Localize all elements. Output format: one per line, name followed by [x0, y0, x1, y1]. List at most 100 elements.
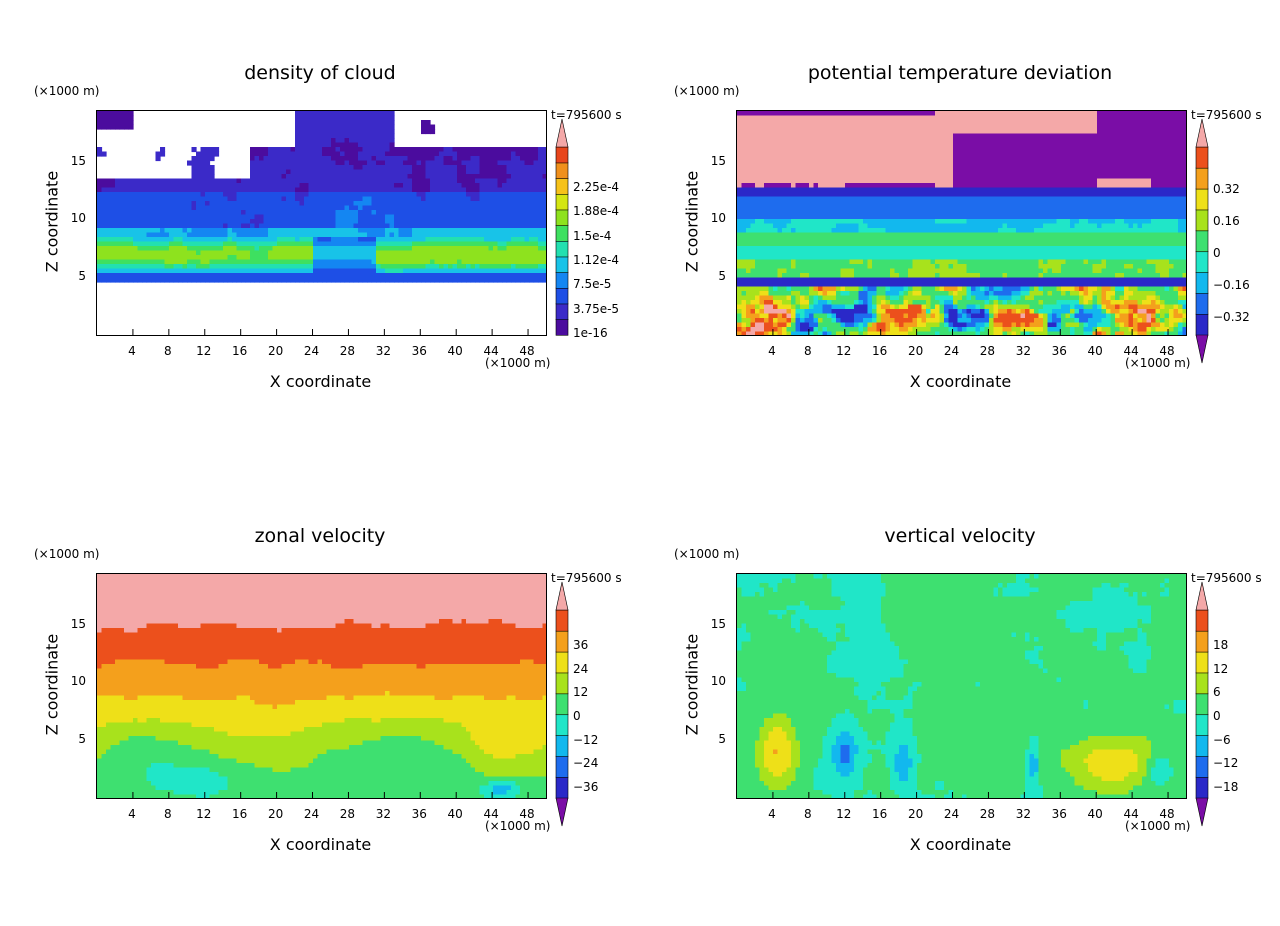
chart-title: zonal velocity [254, 525, 386, 547]
colorbar-tick-label: 1.88e-4 [573, 204, 620, 219]
plot-area [736, 110, 1187, 336]
colorbar-tick-label: 1e-16 [573, 326, 608, 340]
colorbar-tick-label: 24 [573, 661, 589, 676]
y-tick-label: 5 [78, 731, 86, 746]
x-tick-label: 28 [979, 344, 996, 358]
colorbar-tick-label: 0.16 [1213, 214, 1240, 228]
colorbar-tick-label: −6 [1213, 732, 1231, 747]
y-tick-label: 5 [718, 268, 726, 283]
chart-title: vertical velocity [884, 525, 1036, 547]
colorbar-tick-label: 0 [573, 709, 581, 723]
colorbar [1195, 118, 1209, 364]
x-tick-label: 12 [836, 344, 852, 358]
y-tick-label: 5 [78, 268, 86, 283]
colorbar [1195, 581, 1209, 827]
colorbar-tick-label: 3.75e-5 [573, 301, 620, 316]
heatmap-field [97, 111, 546, 335]
plot-area [96, 573, 547, 799]
x-tick-label: 4 [768, 807, 776, 821]
y-tick-label: 10 [710, 211, 726, 226]
x-tick-label: 44 [483, 344, 499, 358]
x-axis-label: X coordinate [909, 835, 1012, 854]
x-tick-label: 12 [196, 344, 212, 358]
x-tick-label: 12 [836, 807, 852, 821]
x-tick-label: 16 [872, 344, 888, 358]
colorbar [555, 118, 569, 336]
heatmap-field [737, 111, 1186, 335]
x-tick-label: 40 [1087, 807, 1103, 821]
x-tick-label: 48 [519, 344, 535, 358]
y-axis-label: Z coordinate [682, 633, 702, 736]
x-tick-label: 44 [483, 807, 499, 821]
colorbar-tick-label: −12 [573, 732, 599, 747]
time-label: t=795600 s [551, 571, 622, 585]
heatmap-field [97, 574, 546, 798]
colorbar-tick-label: 0 [1213, 246, 1221, 260]
x-tick-label: 20 [907, 344, 924, 358]
x-tick-label: 48 [1159, 807, 1175, 821]
y-tick-label: 5 [718, 731, 726, 746]
y-tick-label: 15 [710, 153, 726, 168]
time-label: t=795600 s [1191, 571, 1262, 585]
y-axis-label: Z coordinate [682, 170, 702, 273]
colorbar-tick-label: −0.32 [1213, 310, 1250, 324]
plot-area [96, 110, 547, 336]
x-tick-label: 20 [907, 807, 924, 821]
x-tick-label: 44 [1123, 807, 1139, 821]
colorbar-tick-label: 7.5e-5 [573, 277, 612, 292]
x-tick-label: 36 [1051, 807, 1067, 821]
chart-title: potential temperature deviation [807, 62, 1113, 84]
colorbar-tick-label: 0 [1213, 709, 1221, 723]
x-tick-label: 20 [267, 344, 284, 358]
y-tick-label: 15 [710, 616, 726, 631]
x-tick-label: 12 [196, 807, 212, 821]
y-tick-label: 15 [70, 153, 86, 168]
colorbar-tick-label: −12 [1213, 756, 1239, 771]
colorbar-tick-label: −0.16 [1213, 278, 1250, 292]
y-tick-label: 10 [710, 674, 726, 689]
x-tick-label: 8 [804, 807, 812, 821]
colorbar [555, 581, 569, 827]
x-tick-label: 28 [979, 807, 996, 821]
x-tick-label: 24 [303, 344, 320, 358]
y-unit-label: (×1000 m) [674, 84, 740, 98]
y-unit-label: (×1000 m) [674, 547, 740, 561]
x-tick-label: 16 [232, 807, 248, 821]
colorbar-tick-label: −36 [573, 780, 599, 794]
x-tick-label: 32 [1015, 344, 1031, 358]
x-tick-label: 44 [1123, 344, 1139, 358]
x-tick-label: 36 [411, 807, 427, 821]
heatmap-field [737, 574, 1186, 798]
x-axis-label: X coordinate [269, 835, 372, 854]
colorbar-tick-label: 12 [1213, 661, 1229, 676]
x-tick-label: 16 [872, 807, 888, 821]
y-axis-label: Z coordinate [42, 170, 62, 273]
colorbar-tick-label: 12 [573, 685, 589, 700]
colorbar-tick-label: 6 [1213, 685, 1221, 700]
colorbar-tick-label: 2.25e-4 [573, 180, 620, 194]
x-tick-label: 20 [267, 807, 284, 821]
x-tick-label: 24 [943, 807, 960, 821]
colorbar-tick-label: 0.32 [1213, 182, 1240, 196]
y-unit-label: (×1000 m) [34, 547, 100, 561]
x-tick-label: 32 [1015, 807, 1031, 821]
x-tick-label: 8 [164, 807, 172, 821]
plot-area [736, 573, 1187, 799]
colorbar-tick-label: 18 [1213, 638, 1229, 652]
colorbar-tick-label: 36 [573, 638, 589, 652]
x-unit-label: (×1000 m) [1125, 819, 1191, 833]
x-axis-label: X coordinate [909, 372, 1012, 391]
time-label: t=795600 s [1191, 108, 1262, 122]
y-tick-label: 15 [70, 616, 86, 631]
x-tick-label: 24 [303, 807, 320, 821]
y-tick-label: 10 [70, 211, 86, 226]
x-unit-label: (×1000 m) [485, 819, 551, 833]
x-tick-label: 24 [943, 344, 960, 358]
y-unit-label: (×1000 m) [34, 84, 100, 98]
x-tick-label: 40 [1087, 344, 1103, 358]
x-tick-label: 28 [339, 807, 356, 821]
colorbar-tick-label: −24 [573, 756, 599, 771]
x-tick-label: 36 [1051, 344, 1067, 358]
time-label: t=795600 s [551, 108, 622, 122]
colorbar-tick-label: −18 [1213, 780, 1239, 794]
